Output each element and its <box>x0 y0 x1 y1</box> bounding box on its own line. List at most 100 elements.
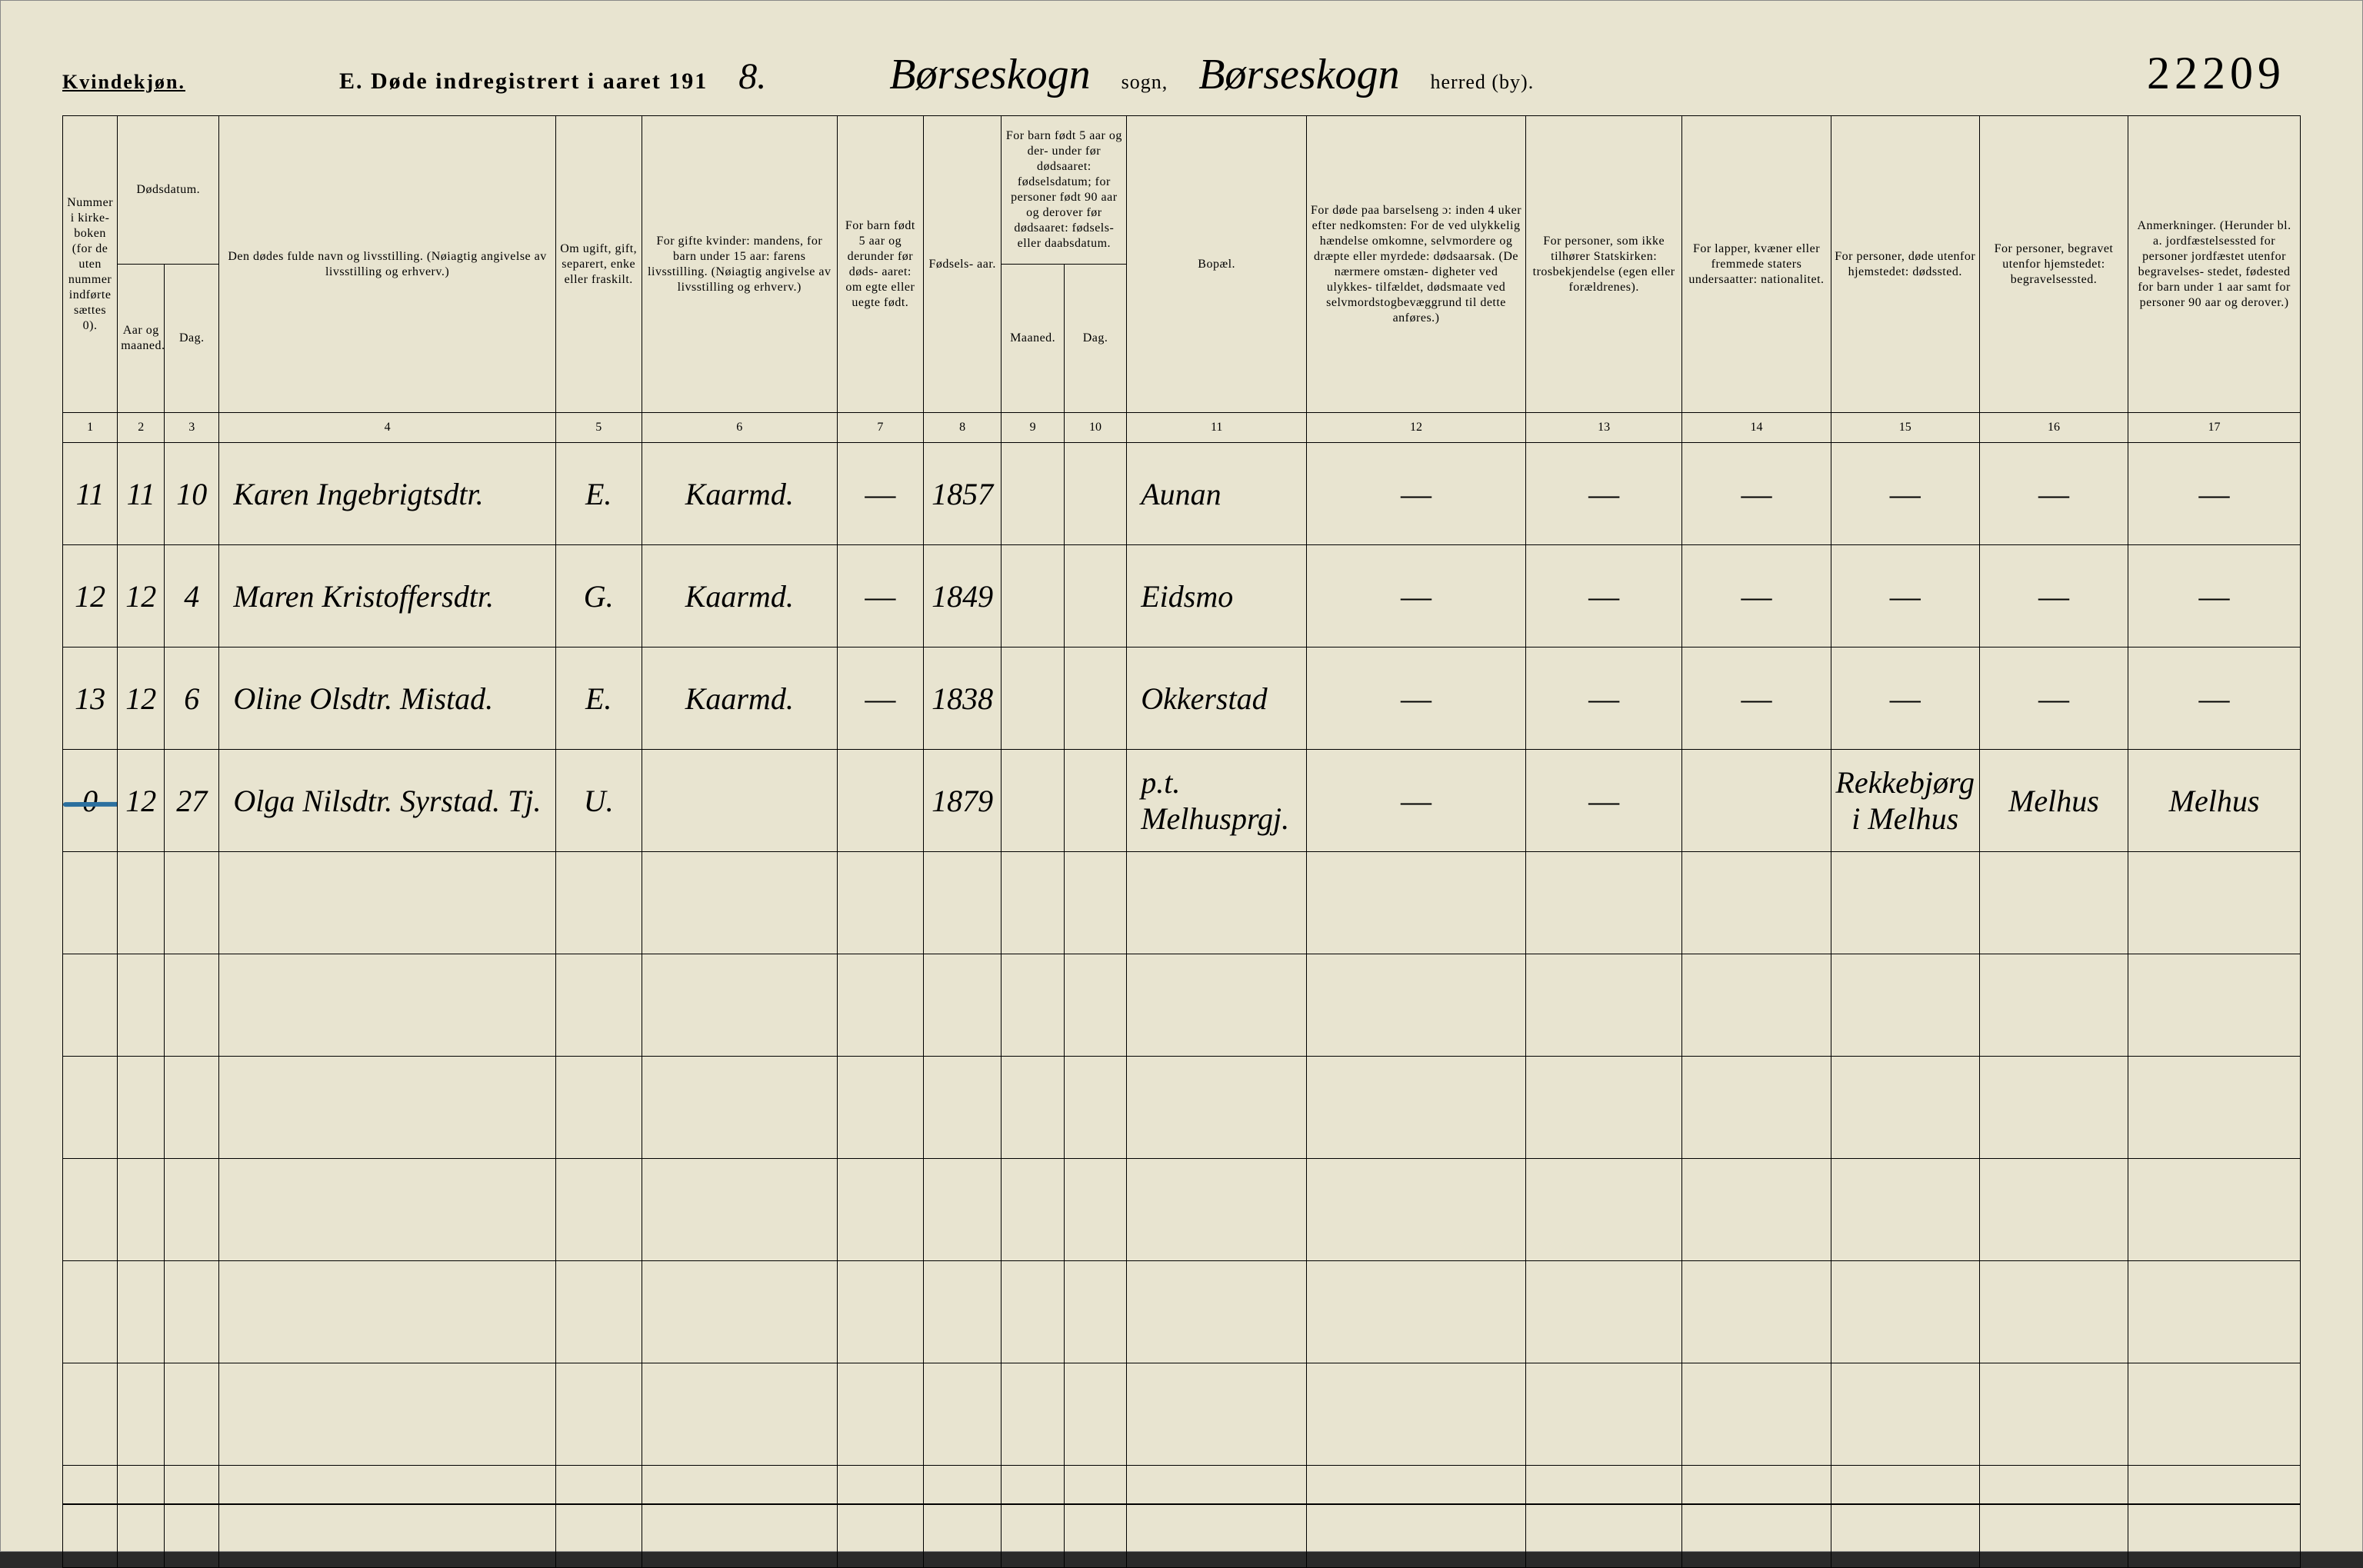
cell-name: Karen Ingebrigtsdtr. <box>219 443 555 545</box>
cell-num: 13 <box>63 648 118 750</box>
cell-empty <box>118 954 165 1057</box>
cell-empty <box>1979 1363 2128 1466</box>
cell-empty <box>219 1159 555 1261</box>
col-header: For gifte kvinder: mandens, for barn und… <box>642 116 837 413</box>
col-subheader: Dag. <box>1064 265 1126 413</box>
cell-bd <box>1064 443 1126 545</box>
table-body: 111110Karen Ingebrigtsdtr.E.Kaarmd.—1857… <box>63 443 2301 1568</box>
page-header: Kvindekjøn. E. Døde indregistrert i aare… <box>62 47 2301 100</box>
cell-empty <box>1682 852 1831 954</box>
cell-legit: — <box>837 545 923 648</box>
col-num: 2 <box>118 413 165 443</box>
cell-empty <box>2128 954 2301 1057</box>
cell-num: 11 <box>63 443 118 545</box>
cell-residence: Aunan <box>1127 443 1307 545</box>
cell-c15: — <box>1831 443 1979 545</box>
page-number: 22209 <box>2147 47 2285 100</box>
col-header: For personer, døde utenfor hjemstedet: d… <box>1831 116 1979 413</box>
cell-empty <box>219 954 555 1057</box>
col-header: Bopæl. <box>1127 116 1307 413</box>
cell-empty <box>642 1261 837 1363</box>
cell-empty <box>2128 852 2301 954</box>
cell-empty <box>837 852 923 954</box>
cell-empty <box>165 1057 219 1159</box>
cell-empty <box>1979 954 2128 1057</box>
cell-c16: — <box>1979 648 2128 750</box>
col-num: 10 <box>1064 413 1126 443</box>
cell-empty <box>1525 1466 1681 1568</box>
col-header: For personer, som ikke tilhører Statskir… <box>1525 116 1681 413</box>
cell-day: 10 <box>165 443 219 545</box>
cell-empty <box>118 1159 165 1261</box>
cell-empty <box>1127 1159 1307 1261</box>
col-header: For barn født 5 aar og der- under før dø… <box>1002 116 1127 265</box>
cell-empty <box>63 1261 118 1363</box>
cell-empty <box>555 1057 642 1159</box>
col-subheader: Aar og maaned. <box>118 265 165 413</box>
col-num: 12 <box>1307 413 1526 443</box>
cell-empty <box>837 954 923 1057</box>
cell-birth: 1879 <box>923 750 1002 852</box>
table-row-empty <box>63 954 2301 1057</box>
cell-empty <box>1064 1261 1126 1363</box>
cell-empty <box>1127 1057 1307 1159</box>
cell-bd <box>1064 648 1126 750</box>
cell-name: Olga Nilsdtr. Syrstad. Tj. <box>219 750 555 852</box>
cell-empty <box>63 1466 118 1568</box>
cell-empty <box>923 1159 1002 1261</box>
cell-empty <box>1307 1466 1526 1568</box>
col-num: 16 <box>1979 413 2128 443</box>
cell-c16: — <box>1979 443 2128 545</box>
cell-empty <box>555 1261 642 1363</box>
cell-spouse: Kaarmd. <box>642 648 837 750</box>
title-prefix: E. Døde indregistrert i aaret 191 <box>339 68 708 95</box>
cell-empty <box>1525 1057 1681 1159</box>
cell-empty <box>923 1057 1002 1159</box>
cell-empty <box>1979 1057 2128 1159</box>
col-num: 11 <box>1127 413 1307 443</box>
cell-empty <box>1002 1261 1064 1363</box>
cell-empty <box>1682 1057 1831 1159</box>
cell-empty <box>63 954 118 1057</box>
cell-empty <box>1002 954 1064 1057</box>
cell-empty <box>555 954 642 1057</box>
table-row-empty <box>63 1466 2301 1568</box>
table-row-empty <box>63 1261 2301 1363</box>
cell-empty <box>1682 1466 1831 1568</box>
cell-empty <box>1525 1363 1681 1466</box>
cell-bm <box>1002 750 1064 852</box>
cell-empty <box>165 852 219 954</box>
cell-c12: — <box>1307 443 1526 545</box>
cell-empty <box>1307 1261 1526 1363</box>
cell-legit: — <box>837 648 923 750</box>
col-header: For døde paa barselseng ɔ: inden 4 uker … <box>1307 116 1526 413</box>
col-num: 9 <box>1002 413 1064 443</box>
table-row-empty <box>63 1057 2301 1159</box>
cell-spouse: Kaarmd. <box>642 545 837 648</box>
col-num: 7 <box>837 413 923 443</box>
parish-name: Børseskogn <box>889 50 1090 99</box>
cell-mon: 12 <box>118 545 165 648</box>
cell-empty <box>1064 1159 1126 1261</box>
cell-empty <box>165 1261 219 1363</box>
cell-bm <box>1002 648 1064 750</box>
cell-empty <box>1831 1466 1979 1568</box>
cell-empty <box>118 1261 165 1363</box>
cell-empty <box>1831 852 1979 954</box>
district-name: Børseskogn <box>1198 50 1399 99</box>
cell-empty <box>923 954 1002 1057</box>
cell-empty <box>837 1466 923 1568</box>
cell-empty <box>642 852 837 954</box>
col-header: For personer, begravet utenfor hjemstede… <box>1979 116 2128 413</box>
cell-empty <box>118 1057 165 1159</box>
cell-bd <box>1064 750 1126 852</box>
cell-empty <box>118 852 165 954</box>
cell-empty <box>1979 1159 2128 1261</box>
col-num: 4 <box>219 413 555 443</box>
death-register-table: Nummer i kirke- boken (for de uten numme… <box>62 115 2301 1568</box>
cell-empty <box>1064 1057 1126 1159</box>
cell-empty <box>219 1363 555 1466</box>
cell-empty <box>555 852 642 954</box>
cell-empty <box>1127 852 1307 954</box>
cell-empty <box>1525 954 1681 1057</box>
